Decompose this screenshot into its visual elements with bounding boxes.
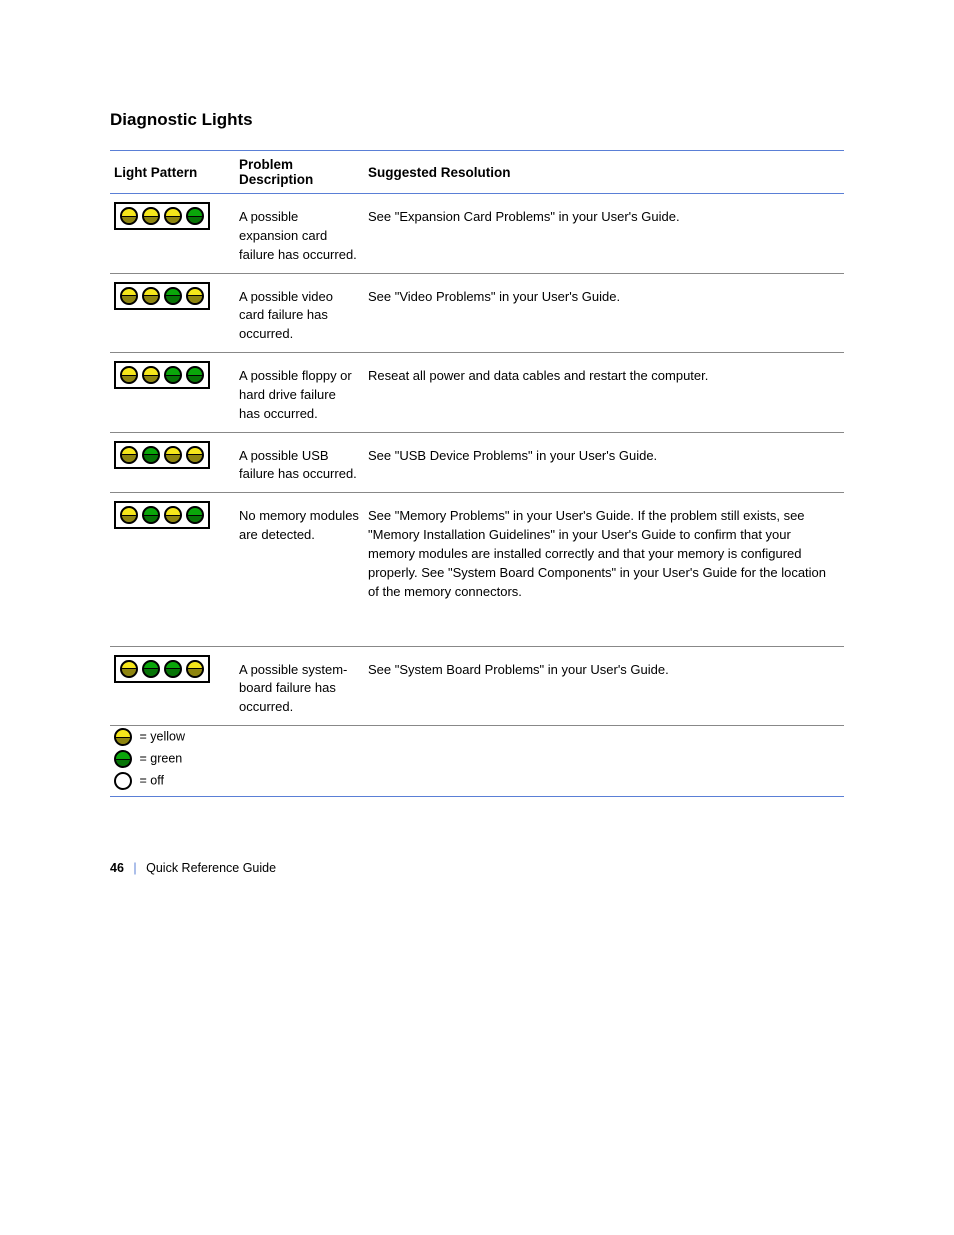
led-panel bbox=[114, 202, 210, 230]
footer-text: Quick Reference Guide bbox=[146, 861, 276, 875]
suggested-resolution: See "System Board Problems" in your User… bbox=[364, 646, 844, 726]
led-green-icon bbox=[164, 366, 182, 384]
table-row: No memory modules are detected. See "Mem… bbox=[110, 493, 844, 646]
led-yellow-icon bbox=[120, 506, 138, 524]
legend-row: = yellow bbox=[110, 726, 844, 749]
col-header-desc: Problem Description bbox=[235, 151, 364, 194]
suggested-resolution: See "Expansion Card Problems" in your Us… bbox=[364, 194, 844, 274]
led-green-icon bbox=[164, 287, 182, 305]
led-green-icon bbox=[186, 506, 204, 524]
suggested-resolution: See "Memory Problems" in your User's Gui… bbox=[364, 493, 844, 646]
suggested-resolution: See "USB Device Problems" in your User's… bbox=[364, 432, 844, 493]
led-green-icon bbox=[142, 660, 160, 678]
led-yellow-icon bbox=[120, 207, 138, 225]
led-yellow-icon bbox=[120, 660, 138, 678]
problem-description: A possible expansion card failure has oc… bbox=[235, 194, 364, 274]
problem-description: A possible floppy or hard drive failure … bbox=[235, 353, 364, 433]
led-yellow-icon bbox=[186, 446, 204, 464]
led-green-icon bbox=[164, 660, 182, 678]
suggested-resolution: Reseat all power and data cables and res… bbox=[364, 353, 844, 433]
led-panel bbox=[114, 282, 210, 310]
page-number: 46 bbox=[110, 861, 124, 875]
led-yellow-icon bbox=[120, 287, 138, 305]
footer-separator: | bbox=[127, 861, 142, 875]
table-row: A possible expansion card failure has oc… bbox=[110, 194, 844, 274]
table-header-row: Light Pattern Problem Description Sugges… bbox=[110, 151, 844, 194]
led-green-icon bbox=[142, 446, 160, 464]
problem-description: No memory modules are detected. bbox=[235, 493, 364, 646]
page-footer: 46 | Quick Reference Guide bbox=[110, 861, 844, 875]
suggested-resolution: See "Video Problems" in your User's Guid… bbox=[364, 273, 844, 353]
legend-row: = green bbox=[110, 748, 844, 770]
led-yellow-icon bbox=[142, 366, 160, 384]
led-yellow-icon bbox=[120, 366, 138, 384]
problem-description: A possible USB failure has occurred. bbox=[235, 432, 364, 493]
legend-label: = off bbox=[139, 773, 163, 787]
led-green-icon bbox=[114, 750, 132, 768]
led-yellow-icon bbox=[142, 207, 160, 225]
led-yellow-icon bbox=[164, 207, 182, 225]
led-green-icon bbox=[186, 207, 204, 225]
led-yellow-icon bbox=[114, 728, 132, 746]
led-yellow-icon bbox=[164, 446, 182, 464]
table-row: A possible video card failure has occurr… bbox=[110, 273, 844, 353]
col-header-action: Suggested Resolution bbox=[364, 151, 844, 194]
problem-description: A possible system-board failure has occu… bbox=[235, 646, 364, 726]
table-row: A possible floppy or hard drive failure … bbox=[110, 353, 844, 433]
table-row: A possible system-board failure has occu… bbox=[110, 646, 844, 726]
led-yellow-icon bbox=[186, 287, 204, 305]
diagnostic-table: Light Pattern Problem Description Sugges… bbox=[110, 150, 844, 797]
problem-description: A possible video card failure has occurr… bbox=[235, 273, 364, 353]
led-panel bbox=[114, 655, 210, 683]
table-title: Diagnostic Lights bbox=[110, 110, 844, 130]
led-yellow-icon bbox=[142, 287, 160, 305]
legend-label: = yellow bbox=[139, 729, 185, 743]
col-header-pattern: Light Pattern bbox=[110, 151, 235, 194]
led-off-icon bbox=[114, 772, 132, 790]
led-panel bbox=[114, 501, 210, 529]
led-panel bbox=[114, 361, 210, 389]
led-yellow-icon bbox=[164, 506, 182, 524]
led-green-icon bbox=[142, 506, 160, 524]
led-yellow-icon bbox=[120, 446, 138, 464]
led-yellow-icon bbox=[186, 660, 204, 678]
led-panel bbox=[114, 441, 210, 469]
legend-label: = green bbox=[139, 751, 182, 765]
legend-row: = off bbox=[110, 770, 844, 797]
table-row: A possible USB failure has occurred. See… bbox=[110, 432, 844, 493]
led-green-icon bbox=[186, 366, 204, 384]
